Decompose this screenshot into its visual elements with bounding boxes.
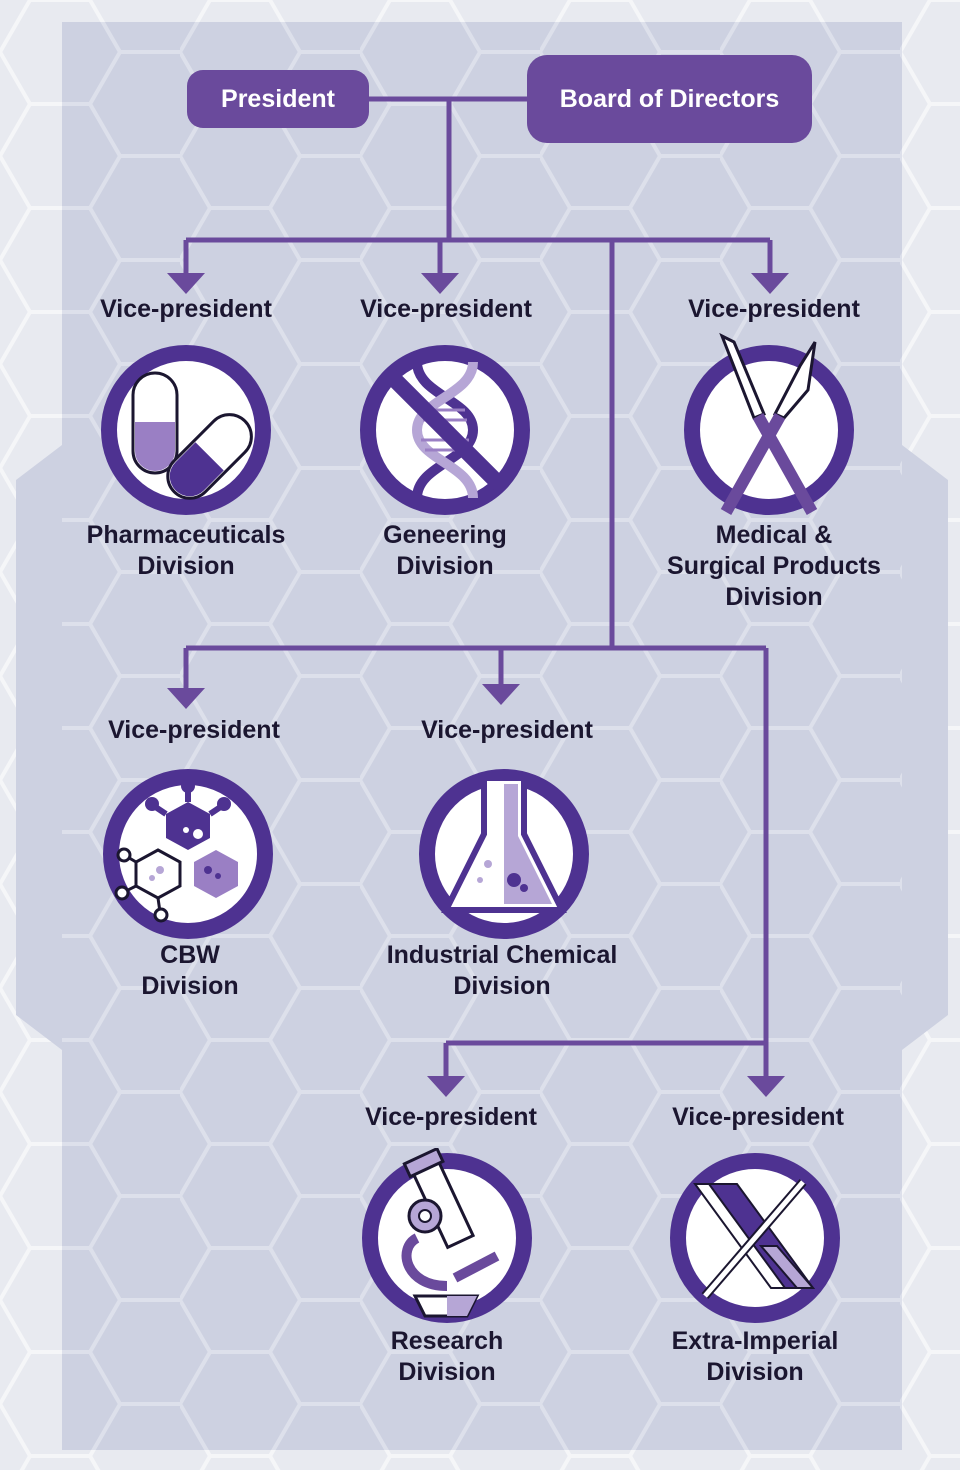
arrow-down-icon — [751, 273, 789, 294]
vp-label-medical-surgical: Vice-president — [688, 295, 860, 323]
vp-label-geneering: Vice-president — [360, 295, 532, 323]
division-label-medical-surgical: Medical & Surgical Products Division — [667, 521, 881, 611]
vp-label-extra-imperial: Vice-president — [672, 1103, 844, 1131]
arrow-down-icon — [747, 1076, 785, 1097]
board-of-directors-box: Board of Directors — [527, 55, 812, 143]
scalpels-icon — [684, 332, 854, 515]
microscope-icon — [362, 1148, 532, 1323]
arrow-down-icon — [167, 688, 205, 709]
division-label-industrial-chemical: Industrial Chemical Division — [386, 941, 618, 1000]
pills-icon — [101, 345, 271, 515]
vp-label-cbw: Vice-president — [108, 716, 280, 744]
virus-icon — [103, 769, 273, 939]
division-label-pharmaceuticals: Pharmaceuticals Division — [86, 521, 286, 580]
division-label-geneering: Geneering Division — [383, 521, 507, 580]
arrow-heads — [167, 273, 789, 1097]
arrow-down-icon — [427, 1076, 465, 1097]
division-label-research: Research Division — [390, 1327, 504, 1386]
arrow-down-icon — [421, 273, 459, 294]
vp-label-pharmaceuticals: Vice-president — [100, 295, 272, 323]
arrow-down-icon — [167, 273, 205, 294]
x-emblem-icon — [670, 1153, 840, 1323]
vp-label-industrial-chemical: Vice-president — [421, 716, 593, 744]
flask-icon — [419, 769, 589, 939]
vp-label-research: Vice-president — [365, 1103, 537, 1131]
board-label: Board of Directors — [559, 84, 780, 113]
division-label-extra-imperial: Extra-Imperial Division — [671, 1327, 839, 1386]
president-box: President — [187, 70, 369, 128]
dna-icon — [360, 345, 530, 515]
arrow-down-icon — [482, 684, 520, 705]
president-label: President — [221, 84, 335, 113]
division-label-cbw: CBW Division — [141, 941, 239, 1000]
